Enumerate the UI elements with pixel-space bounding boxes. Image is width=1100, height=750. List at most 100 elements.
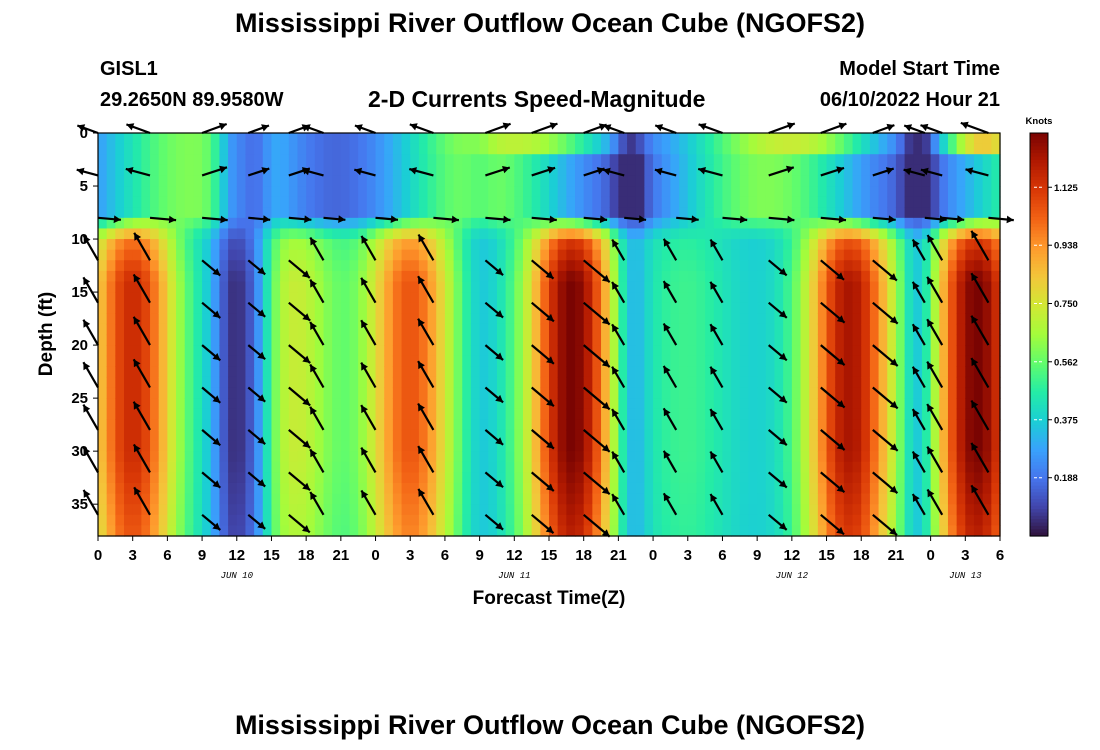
heat-cell: [427, 154, 437, 166]
heat-cell: [549, 387, 559, 399]
heat-cell: [826, 461, 836, 473]
heat-cell: [470, 239, 481, 251]
heat-cell: [297, 366, 307, 378]
current-arrow: [354, 124, 376, 135]
heat-cell: [982, 429, 992, 442]
heat-cell: [679, 154, 689, 166]
heat-cell: [956, 376, 966, 389]
heat-cell: [947, 408, 958, 420]
heat-cell: [705, 482, 715, 495]
heat-cell: [167, 270, 177, 283]
heat-cell: [392, 504, 403, 516]
heat-cell: [340, 482, 351, 495]
heat-cell: [219, 249, 229, 261]
heat-cell: [549, 217, 559, 230]
colorbar-band: [1030, 485, 1048, 490]
heat-cell: [687, 239, 698, 251]
heat-cell: [635, 504, 645, 516]
heat-cell: [783, 217, 793, 230]
heat-cell: [262, 217, 273, 230]
heat-cell: [991, 196, 1001, 208]
heat-cell: [323, 376, 333, 389]
heat-cell: [505, 366, 515, 378]
current-arrow-head: [638, 215, 647, 223]
current-arrow-head: [361, 490, 369, 499]
current-arrow: [76, 124, 99, 135]
heat-cell: [878, 207, 888, 219]
heat-cell: [150, 334, 160, 346]
heat-cell: [349, 186, 359, 198]
heat-cell: [731, 186, 741, 198]
heat-cell: [713, 217, 724, 230]
heat-cell: [869, 164, 880, 177]
heat-cell: [184, 366, 194, 378]
current-arrow-head: [418, 488, 426, 497]
current-arrow-head: [338, 215, 346, 223]
heat-cell: [262, 334, 273, 346]
heat-cell: [540, 249, 550, 261]
heat-cell: [904, 493, 914, 505]
heat-cell: [479, 292, 489, 304]
colorbar-band: [1030, 441, 1048, 446]
heat-cell: [592, 334, 602, 346]
heat-cell: [973, 440, 984, 452]
heat-cell: [410, 345, 420, 357]
heat-cell: [176, 143, 186, 155]
heat-cell: [176, 281, 186, 293]
current-arrow: [662, 365, 678, 389]
heat-cell: [384, 260, 394, 272]
heat-cell: [236, 133, 247, 145]
heat-cell: [670, 493, 680, 505]
heat-cell: [696, 302, 706, 314]
heat-cell: [245, 451, 255, 463]
heat-cell: [644, 228, 654, 240]
current-arrow-head: [495, 437, 504, 445]
heat-cell: [661, 292, 672, 304]
heat-cell: [644, 398, 654, 410]
heat-cell: [401, 366, 411, 378]
current-arrow-head: [888, 215, 896, 224]
heat-cell: [575, 514, 585, 526]
current-arrow-head: [927, 446, 935, 455]
heat-cell: [323, 217, 333, 230]
heat-cell: [436, 239, 446, 251]
heat-cell: [774, 419, 784, 431]
heat-cell: [314, 175, 325, 187]
heat-cell: [670, 281, 680, 293]
heat-cell: [843, 366, 854, 378]
heat-cell: [921, 440, 932, 452]
heat-cell: [696, 186, 706, 198]
heat-cell: [731, 217, 741, 230]
heat-cell: [679, 345, 689, 357]
heat-cell: [236, 143, 247, 155]
heat-cell: [150, 217, 160, 230]
heat-cell: [835, 143, 845, 155]
heat-cell: [98, 504, 108, 516]
heat-cell: [748, 429, 758, 442]
heat-cell: [262, 504, 273, 516]
heat-cell: [202, 345, 212, 357]
heat-cell: [731, 408, 741, 420]
heat-cell: [661, 504, 672, 516]
heat-cell: [965, 260, 975, 272]
heat-cell: [384, 461, 394, 473]
heat-cell: [184, 217, 194, 230]
heat-cell: [843, 249, 854, 261]
heat-cell: [297, 387, 307, 399]
heat-cell: [973, 270, 984, 283]
heat-cell: [739, 504, 750, 516]
heat-cell: [817, 345, 828, 357]
current-arrow: [302, 124, 324, 135]
heat-cell: [549, 196, 559, 208]
heat-cell: [748, 525, 758, 537]
heat-cell: [575, 525, 585, 537]
heat-cell: [921, 504, 932, 516]
heat-cell: [141, 313, 151, 325]
heat-cell: [427, 419, 437, 431]
colorbar-band: [1030, 334, 1048, 339]
heat-cell: [800, 419, 810, 431]
heat-cell: [869, 504, 880, 516]
heat-cell: [106, 429, 116, 442]
heat-cell: [496, 239, 507, 251]
heat-cell: [228, 154, 238, 166]
